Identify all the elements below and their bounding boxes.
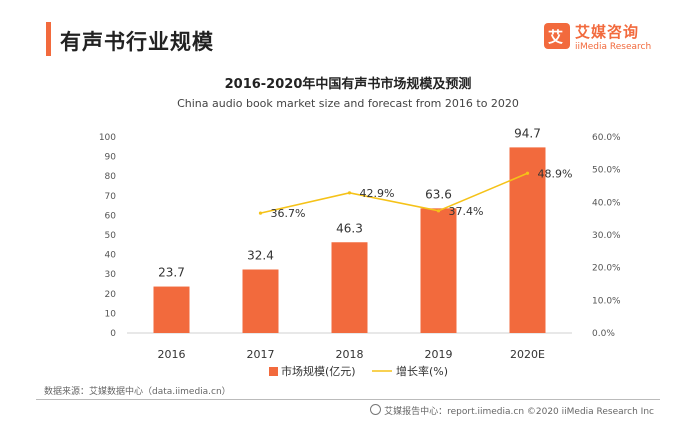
footer-credit-text: 艾媒报告中心：report.iimedia.cn ©2020 iiMedia R… — [384, 407, 654, 417]
y-right-tick-label: 60.0% — [592, 133, 621, 143]
growth-rate-label: 42.9% — [360, 187, 395, 200]
y-right-tick-label: 0.0% — [592, 329, 615, 339]
y-right-tick-label: 30.0% — [592, 231, 621, 241]
y-right-tick-label: 50.0% — [592, 166, 621, 176]
x-tick-label: 2018 — [336, 348, 364, 361]
y-left-tick-label: 30 — [105, 270, 117, 280]
report-icon — [370, 404, 382, 415]
y-left-tick-label: 90 — [105, 153, 117, 163]
y-left-tick-label: 100 — [99, 133, 116, 143]
growth-rate-point — [436, 209, 441, 213]
x-tick-label: 2020E — [510, 348, 545, 361]
x-tick-label: 2019 — [425, 348, 453, 361]
y-left-tick-label: 60 — [105, 211, 117, 221]
chart-title: 2016-2020年中国有声书市场规模及预测 — [224, 77, 472, 92]
logo-text-cn: 艾媒咨询 — [575, 23, 640, 41]
growth-rate-point — [525, 171, 530, 175]
legend-line-label: 增长率(%) — [396, 364, 448, 378]
y-left-tick-label: 50 — [105, 231, 117, 241]
growth-rate-point — [258, 211, 263, 215]
growth-rate-label: 36.7% — [271, 207, 306, 220]
chart-subtitle: China audio book market size and forecas… — [177, 97, 519, 110]
footer-divider — [36, 399, 660, 400]
logo-text-en: iiMedia Research — [575, 42, 652, 52]
iimedia-logo: 艾 艾媒咨询 iiMedia Research — [544, 20, 656, 58]
x-tick-label: 2017 — [247, 348, 275, 361]
y-left-tick-label: 40 — [105, 251, 117, 261]
bar — [153, 286, 190, 333]
x-tick-label: 2016 — [158, 348, 186, 361]
y-left-tick-label: 0 — [110, 329, 116, 339]
growth-rate-label: 48.9% — [538, 167, 573, 180]
growth-rate-label: 37.4% — [449, 205, 484, 218]
bar-value-label: 23.7 — [158, 266, 185, 280]
bar-value-label: 32.4 — [247, 248, 274, 262]
bar — [331, 242, 368, 333]
legend-bar-swatch — [269, 367, 278, 376]
bar-value-label: 94.7 — [514, 126, 541, 140]
y-left-tick-label: 80 — [105, 172, 117, 182]
growth-rate-point — [347, 191, 352, 195]
legend-bar-label: 市场规模(亿元) — [281, 364, 356, 378]
bar-value-label: 46.3 — [336, 221, 363, 235]
y-right-tick-label: 10.0% — [592, 296, 621, 306]
footer-credit: 艾媒报告中心：report.iimedia.cn ©2020 iiMedia R… — [370, 404, 654, 417]
title-accent-bar — [46, 22, 51, 56]
logo-mark-icon: 艾 — [544, 23, 570, 49]
y-right-tick-label: 40.0% — [592, 198, 621, 208]
y-left-tick-label: 70 — [105, 192, 117, 202]
bar — [242, 269, 279, 333]
growth-rate-line — [260, 172, 528, 214]
data-source: 数据来源：艾媒数据中心（data.iimedia.cn） — [44, 387, 231, 397]
bar — [420, 208, 457, 333]
y-left-tick-label: 10 — [105, 309, 117, 319]
bar-value-label: 63.6 — [425, 187, 452, 201]
y-right-tick-label: 20.0% — [592, 264, 621, 274]
y-left-tick-label: 20 — [105, 290, 117, 300]
page-title: 有声书行业规模 — [60, 30, 214, 54]
